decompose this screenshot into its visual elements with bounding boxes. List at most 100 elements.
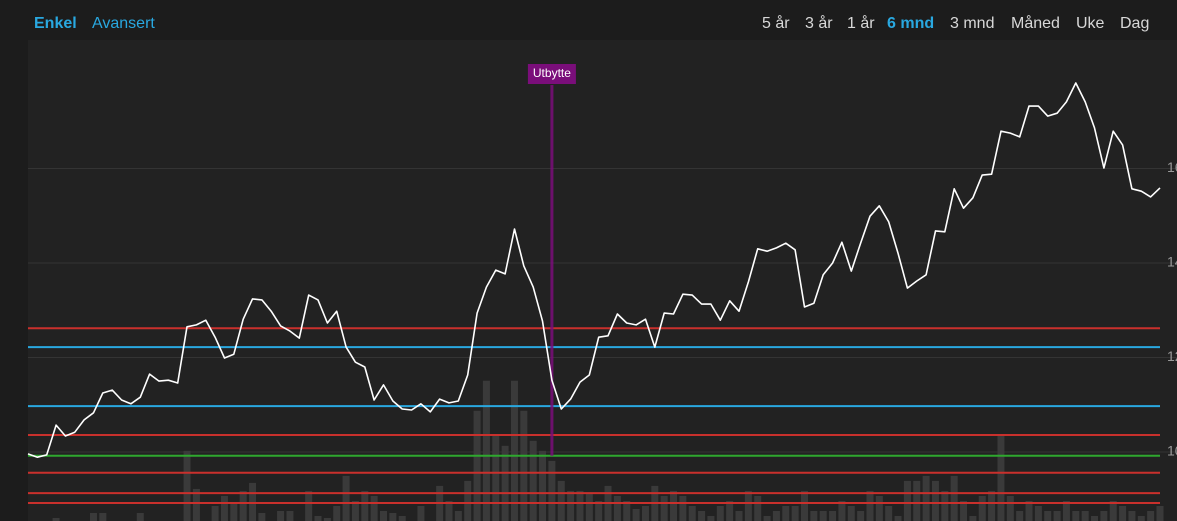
- period-tab[interactable]: 6 mnd: [887, 15, 934, 32]
- dividend-label-box: [527, 64, 576, 84]
- volume-bar: [726, 500, 734, 521]
- view-tab[interactable]: Enkel: [34, 15, 77, 32]
- volume-bar: [1044, 510, 1052, 521]
- volume-bar: [735, 510, 743, 521]
- volume-bar: [1128, 510, 1136, 521]
- volume-bar: [885, 505, 893, 521]
- volume-bar: [978, 495, 986, 521]
- volume-bar: [314, 515, 322, 521]
- volume-bar: [819, 510, 827, 521]
- period-tab[interactable]: Måned: [1011, 14, 1060, 32]
- volume-bar: [744, 490, 752, 521]
- volume-bar: [875, 495, 883, 521]
- volume-bar: [1006, 495, 1014, 521]
- volume-bar: [445, 500, 453, 521]
- volume-bar: [529, 440, 537, 521]
- volume-bar: [52, 517, 60, 521]
- volume-bar: [707, 515, 715, 521]
- y-tick-label: 14: [1167, 254, 1177, 270]
- view-tab[interactable]: Avansert: [92, 15, 155, 32]
- volume-bar: [567, 490, 575, 521]
- y-tick-label: 10: [1167, 443, 1177, 459]
- volume-bar: [482, 380, 490, 521]
- volume-bar: [1053, 510, 1061, 521]
- volume-bar: [1109, 500, 1117, 521]
- volume-bar: [380, 510, 388, 521]
- volume-bar: [211, 505, 219, 521]
- period-tab[interactable]: 5 år: [762, 14, 790, 32]
- volume-bar: [838, 500, 846, 521]
- volume-bar: [1034, 505, 1042, 521]
- volume-bar: [473, 410, 481, 521]
- volume-bar: [960, 500, 968, 521]
- volume-bar: [576, 490, 584, 521]
- volume-bar: [950, 475, 958, 521]
- volume-bar: [305, 490, 313, 521]
- volume-bar: [239, 490, 247, 521]
- volume-bar: [754, 495, 762, 521]
- volume-bar: [1016, 510, 1024, 521]
- volume-bar: [192, 488, 200, 521]
- y-tick-label: 12: [1167, 348, 1177, 364]
- volume-bar: [548, 460, 556, 521]
- volume-bar: [857, 510, 865, 521]
- volume-bar: [894, 515, 902, 521]
- volume-bar: [997, 435, 1005, 521]
- volume-bar: [1147, 510, 1155, 521]
- period-tab[interactable]: 3 mnd: [950, 15, 994, 32]
- volume-bar: [1062, 500, 1070, 521]
- price-line: [27, 82, 1161, 458]
- volume-bar: [454, 510, 462, 521]
- volume-bar: [342, 475, 350, 521]
- volume-bar: [398, 515, 406, 521]
- volume-bar: [323, 517, 331, 521]
- volume-bar: [969, 515, 977, 521]
- volume-bar: [1091, 515, 1099, 521]
- volume-bar: [763, 515, 771, 521]
- volume-bar: [510, 380, 518, 521]
- volume-bar: [183, 450, 191, 521]
- volume-bar: [1081, 510, 1089, 521]
- volume-bar: [585, 492, 593, 521]
- volume-bar: [258, 512, 266, 521]
- volume-bar: [464, 480, 472, 521]
- volume-bar: [641, 505, 649, 521]
- volume-bar: [772, 510, 780, 521]
- period-tab[interactable]: 1 år: [847, 14, 875, 32]
- period-tab[interactable]: 3 år: [805, 14, 833, 32]
- volume-bar: [417, 505, 425, 521]
- volume-bar: [501, 445, 509, 521]
- period-tab[interactable]: Dag: [1120, 15, 1149, 32]
- volume-bar: [370, 495, 378, 521]
- volume-bar: [698, 510, 706, 521]
- volume-bar: [810, 510, 818, 521]
- volume-bar: [89, 512, 97, 521]
- volume-bar: [791, 505, 799, 521]
- volume-bar: [389, 512, 397, 521]
- volume-bar: [333, 505, 341, 521]
- volume-bar: [931, 480, 939, 521]
- volume-bar: [847, 505, 855, 521]
- volume-bar: [679, 495, 687, 521]
- volume-bar: [1156, 505, 1164, 521]
- volume-bar: [136, 512, 144, 521]
- volume-bar: [866, 490, 874, 521]
- volume-bar: [539, 450, 547, 521]
- volume-bar: [351, 500, 359, 521]
- period-tab[interactable]: Uke: [1076, 15, 1105, 32]
- volume-bar: [1100, 510, 1108, 521]
- volume-bar: [520, 410, 528, 521]
- volume-bar: [716, 505, 724, 521]
- volume-bar: [1072, 510, 1080, 521]
- volume-bar: [613, 495, 621, 521]
- volume-bar: [220, 495, 228, 521]
- volume-bar: [1119, 505, 1127, 521]
- volume-bar: [230, 502, 238, 521]
- volume-bar: [829, 510, 837, 521]
- volume-bar: [623, 500, 631, 521]
- volume-bar: [632, 508, 640, 521]
- volume-bar: [492, 435, 500, 521]
- volume-bar: [913, 480, 921, 521]
- volume-bar: [800, 490, 808, 521]
